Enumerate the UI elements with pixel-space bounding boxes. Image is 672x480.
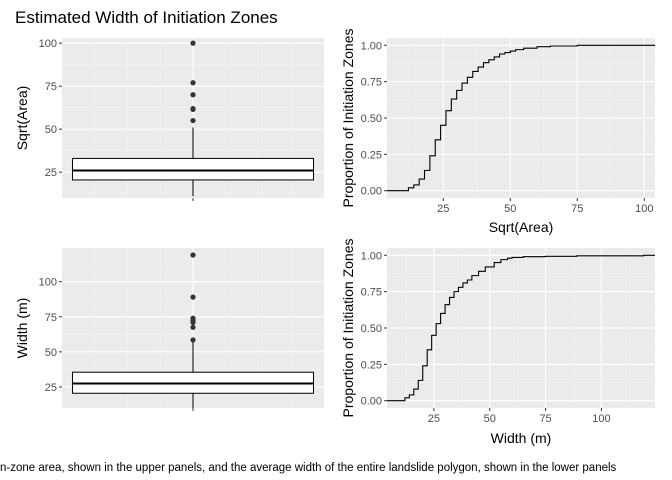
ecdf-line: [387, 44, 655, 192]
y-tick-label: 75: [45, 81, 57, 93]
outlier-point: [190, 252, 196, 258]
outlier-point: [190, 92, 196, 98]
y-tick-label: 100: [39, 38, 57, 50]
y-tick-label: 0.50: [361, 113, 382, 125]
marks: [387, 254, 655, 402]
y-tick-label: 0.00: [361, 396, 382, 408]
y-tick-label: 25: [45, 167, 57, 179]
outlier-point: [190, 294, 196, 300]
outlier-point: [190, 117, 196, 124]
y-tick-label: 0.75: [361, 77, 382, 89]
x-tick-label: 75: [539, 413, 551, 425]
y-ticks: 0.00 0.25 0.50 0.75 1.00: [361, 250, 387, 408]
y-tick-label: 1.00: [361, 250, 382, 262]
y-ticks: 25 50 75 100: [39, 277, 62, 394]
y-tick-label: 50: [45, 347, 57, 359]
y-tick-label: 0.25: [361, 149, 382, 161]
x-ticks: 25 50 75 100: [437, 198, 653, 215]
panel-box-width: 25 50 75 100 Width (m): [14, 248, 324, 411]
figure-title: Estimated Width of Initiation Zones: [15, 8, 278, 27]
y-tick-label: 0.75: [361, 287, 382, 299]
outlier-point: [190, 319, 196, 325]
y-axis-label: Proportion of Initiation Zones: [340, 29, 356, 208]
y-tick-label: 0.00: [361, 186, 382, 198]
y-tick-label: 1.00: [361, 40, 382, 52]
x-tick-label: 100: [635, 203, 653, 215]
y-tick-label: 0.50: [361, 323, 382, 335]
x-axis-label: Sqrt(Area): [489, 219, 554, 235]
y-tick-label: 25: [45, 382, 57, 394]
outlier-point: [190, 40, 196, 46]
panel-ecdf-width: 0.00 0.25 0.50 0.75 1.00 25 50 75 100 Width (m)…: [340, 239, 655, 446]
x-axis-label: Width (m): [491, 430, 552, 446]
ecdf-line: [387, 254, 655, 402]
grid: [387, 38, 655, 198]
outlier-point: [190, 80, 196, 86]
panel-box-area: 25 50 75 100 Sqrt(Area): [14, 38, 324, 201]
y-tick-label: 100: [39, 277, 57, 289]
x-ticks: 25 50 75 100: [428, 408, 611, 425]
figure-caption: n-zone area, shown in the upper panels, …: [0, 462, 617, 474]
grid: [387, 248, 655, 408]
y-axis-label: Width (m): [14, 298, 30, 359]
y-tick-label: 75: [45, 312, 57, 324]
y-tick-label: 50: [45, 124, 57, 136]
x-tick-label: 25: [428, 413, 440, 425]
marks: [71, 252, 315, 411]
x-tick-label: 50: [504, 203, 516, 215]
panel-ecdf-area: 0.00 0.25 0.50 0.75 1.00 25 50 75 100 Sqrt(Area…: [340, 29, 655, 235]
y-tick-label: 0.25: [361, 359, 382, 371]
x-tick-label: 100: [592, 413, 610, 425]
box: [71, 157, 315, 181]
outlier-point: [190, 337, 196, 343]
outlier-point: [190, 106, 196, 112]
y-ticks: 25 50 75 100: [39, 38, 62, 179]
x-tick-label: 25: [437, 203, 449, 215]
y-axis-label: Proportion of Initiation Zones: [340, 239, 356, 418]
marks: [387, 44, 655, 192]
y-axis-label: Sqrt(Area): [14, 86, 30, 151]
outlier-point: [190, 324, 196, 330]
y-ticks: 0.00 0.25 0.50 0.75 1.00: [361, 40, 387, 198]
marks: [71, 40, 315, 201]
x-tick-label: 50: [484, 413, 496, 425]
x-tick-label: 75: [571, 203, 583, 215]
